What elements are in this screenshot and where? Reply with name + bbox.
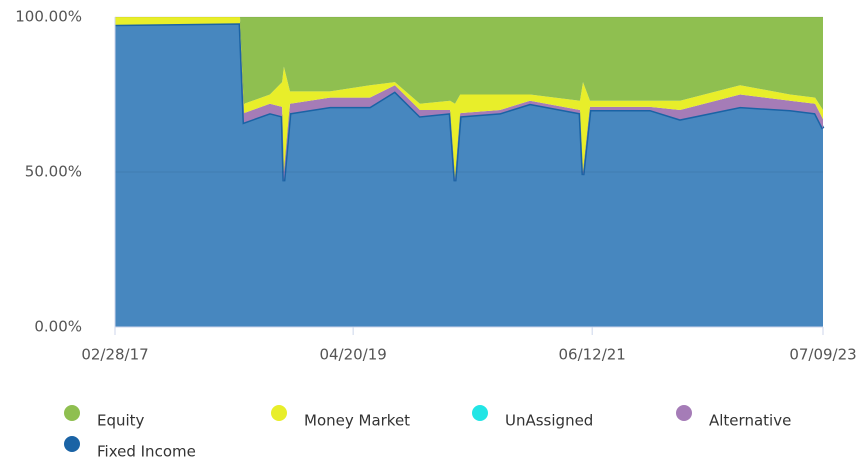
legend-label: Alternative [709, 412, 791, 430]
legend-item: Alternative [676, 405, 791, 430]
legend-label: Fixed Income [97, 443, 196, 458]
legend-marker [676, 405, 692, 421]
legend-marker [64, 405, 80, 421]
legend-item: UnAssigned [472, 405, 593, 430]
legend-label: Equity [97, 412, 145, 430]
area [115, 23, 823, 327]
legend-marker [271, 405, 287, 421]
legend-item: Fixed Income [64, 436, 196, 458]
x-tick-label: 02/28/17 [81, 346, 148, 364]
x-tick-label: 07/09/23 [789, 346, 856, 364]
legend-label: Money Market [304, 412, 410, 430]
area [115, 17, 823, 110]
x-tick-label: 06/12/21 [558, 346, 625, 364]
y-tick-label: 100.00% [15, 8, 82, 26]
x-tick-label: 04/20/19 [319, 346, 386, 364]
legend-marker [64, 436, 80, 452]
legend-item: Money Market [271, 405, 410, 430]
legend-label: UnAssigned [505, 412, 593, 430]
legend-item: Equity [64, 405, 145, 430]
legend-marker [472, 405, 488, 421]
y-tick-label: 50.00% [25, 163, 82, 181]
area [115, 17, 823, 179]
y-tick-label: 0.00% [34, 318, 82, 336]
